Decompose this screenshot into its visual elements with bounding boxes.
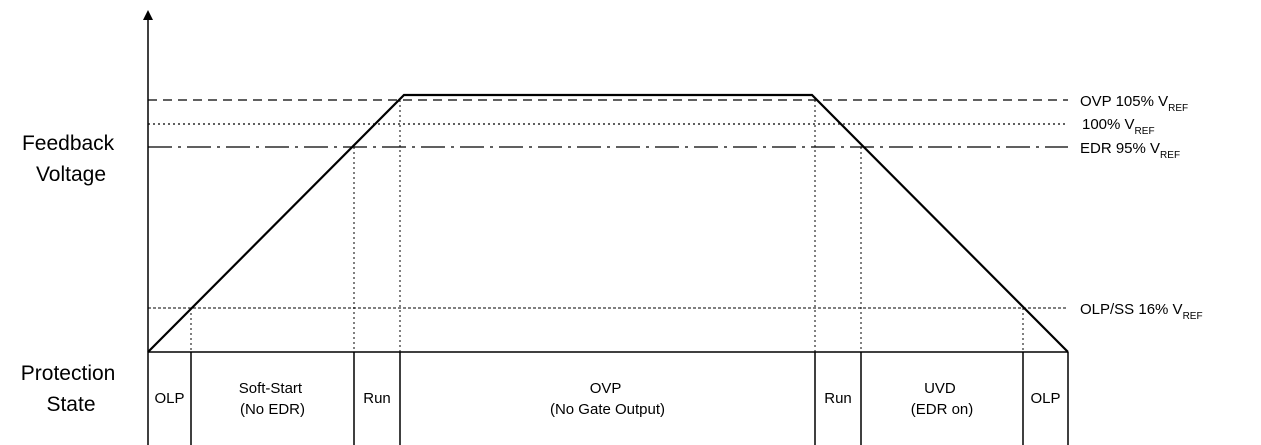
edr-level-label: EDR 95% VREF [1080, 140, 1180, 161]
state-olp-end: OLP [1030, 390, 1060, 407]
state-run-falling: Run [824, 390, 852, 407]
state-ovp: OVP (No Gate Output) [550, 380, 665, 418]
state-uvd-line2: (EDR on) [911, 401, 974, 418]
state-uvd-line1: UVD [924, 380, 956, 397]
ovp-level-label: OVP 105% VREF [1080, 93, 1188, 114]
feedback-voltage-label-line1: Feedback [22, 132, 115, 155]
hundred-percent-level-label: 100% VREF [1082, 116, 1155, 137]
feedback-voltage-label: Feedback Voltage [22, 132, 120, 186]
state-olp-start: OLP [154, 390, 184, 407]
state-soft-start-line2: (No EDR) [240, 401, 305, 418]
state-soft-start-line1: Soft-Start [239, 380, 303, 397]
state-soft-start: Soft-Start (No EDR) [239, 380, 307, 418]
state-ovp-line2: (No Gate Output) [550, 401, 665, 418]
olp-ss-level-label: OLP/SS 16% VREF [1080, 301, 1203, 322]
state-run-rising: Run [363, 390, 391, 407]
state-ovp-line1: OVP [590, 380, 622, 397]
y-axis-arrow [143, 10, 153, 20]
feedback-voltage-trace [147, 93, 1069, 353]
state-uvd: UVD (EDR on) [911, 380, 974, 418]
protection-state-label-line1: Protection [21, 362, 116, 385]
transition-markers [190, 100, 1024, 352]
state-dividers [190, 352, 1069, 445]
protection-state-label-line2: State [46, 393, 95, 416]
feedback-voltage-label-line2: Voltage [36, 163, 106, 186]
protection-state-label: Protection State [21, 362, 121, 416]
